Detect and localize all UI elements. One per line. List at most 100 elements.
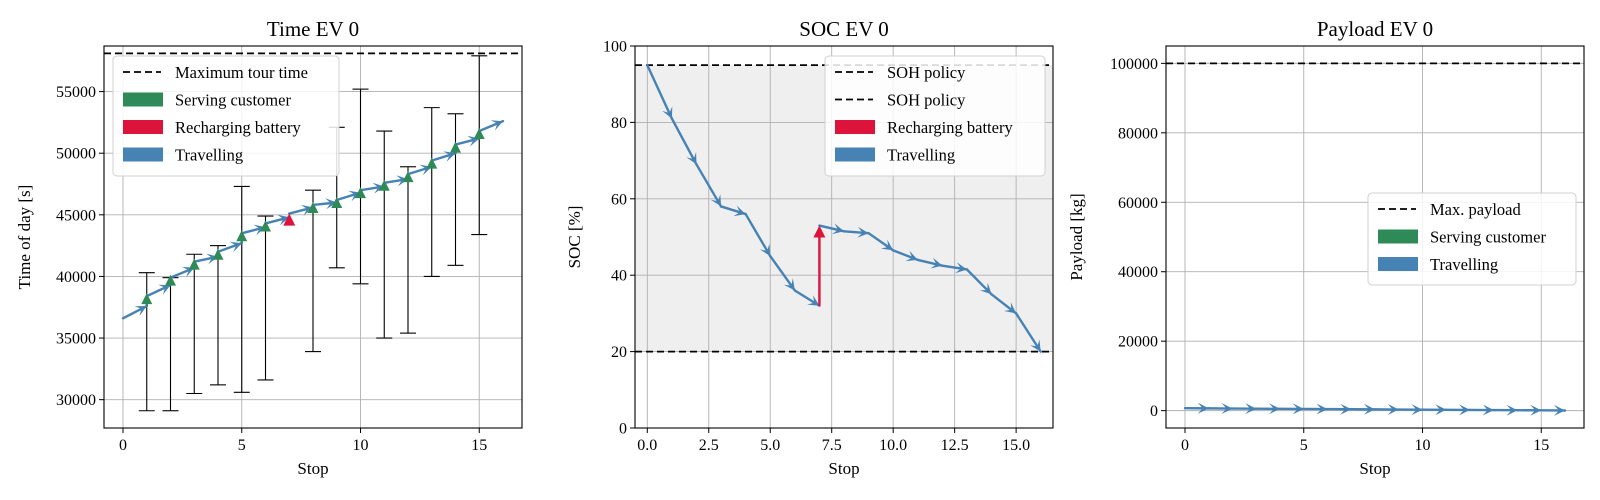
x-tick-label: 5 [238,437,246,454]
y-axis-label: SOC [%] [565,206,584,269]
legend-label: Max. payload [1430,200,1521,219]
serving-arrow-head [236,230,248,242]
chart-title: Time EV 0 [267,17,359,41]
travel-arrow-head [1030,339,1041,352]
x-tick-label: 10.0 [879,437,907,454]
travel-arrow-head [1340,403,1352,415]
legend-label: Travelling [1430,255,1498,274]
y-tick-label: 20 [611,344,627,361]
travel-arrow-head [881,239,894,251]
travel-arrow-head [1459,404,1470,416]
y-tick-label: 35000 [56,331,96,348]
travel-arrow-head [857,226,869,238]
recharge-arrow-head [283,213,296,226]
travel-arrow-head [277,214,290,226]
travel-arrow-head [1387,404,1399,415]
serving-arrow-head [307,201,319,213]
x-axis-label: Stop [1359,459,1390,478]
travel-arrow-head [784,278,795,291]
travel-arrow-head [1530,404,1542,416]
y-tick-label: 60000 [1118,195,1158,212]
y-axis-label: Payload [kg] [1067,193,1086,280]
serving-arrow-head [212,248,224,260]
x-tick-label: 10 [353,437,369,454]
y-tick-label: 100000 [1110,56,1158,73]
travel-arrow [670,117,698,166]
travel-arrow-head [1197,402,1209,414]
y-tick-label: 40 [611,268,627,285]
legend-swatch-serve [123,92,163,107]
travel-arrow-head [1245,403,1257,415]
legend-box [824,55,1046,177]
y-tick-label: 60 [611,191,627,208]
serving-arrow-head [355,187,366,199]
travel-arrow-head [229,241,242,253]
travel-arrow-head [955,262,967,274]
legend-swatch-serve [1378,229,1418,244]
serving-arrow-head [165,274,176,286]
travel-arrow [744,212,772,258]
x-tick-label: 0 [1181,437,1189,454]
chart-title: SOC EV 0 [799,17,888,41]
x-tick-label: 2.5 [699,437,719,454]
travel-arrow-head [1506,404,1518,416]
plot-area [104,46,522,428]
axes-frame [1165,45,1585,429]
y-tick-label: 55000 [56,84,96,101]
y-tick-label: 0 [1150,403,1158,420]
y-tick-label: 50000 [56,146,96,163]
travel-arrow-head [807,295,820,306]
x-tick-label: 7.5 [822,437,842,454]
travel-arrow-head [1316,403,1328,415]
travel-arrow-head [710,194,722,207]
axes-frame [634,45,1054,429]
serving-arrow-head [141,293,153,305]
serving-arrow-head [450,141,461,153]
legend-label: Serving customer [1430,228,1546,247]
travel-arrow-head [905,250,918,262]
y-tick-label: 100 [603,39,627,56]
chart-title: Payload EV 0 [1317,17,1433,41]
x-tick-label: 0.0 [637,437,657,454]
y-tick-label: 0 [619,421,627,438]
legend: Maximum tour time Serving customer Recharg… [112,55,340,177]
travel-arrow-head [490,120,503,131]
recharge-arrow-head [813,225,826,238]
x-tick-label: 5.0 [760,437,780,454]
time-chart: 0 5 10 15 30000 35000 40000 45000 50000 55000 Time… [15,17,523,478]
travel-arrow-head [301,204,313,216]
x-tick-label: 10 [1415,437,1431,454]
legend-box [112,55,340,177]
plot-area [1166,46,1584,428]
travel-arrow-head [1221,403,1233,414]
x-tick-label: 12.5 [941,437,969,454]
x-axis-label: Stop [828,459,859,478]
legend-label: Travelling [175,146,243,165]
travel-arrow-head [1411,404,1423,416]
travel-arrow-head [930,257,943,269]
travel-arrow [695,163,723,208]
travel-arrow-head [1364,403,1375,415]
soc-chart: 0.0 2.5 5.0 7.5 10.0 12.5 15.0 0 20 40 60 80 100 SOC … [565,17,1054,478]
travel-arrow [646,63,674,120]
legend-label: Recharging battery [887,118,1013,137]
serving-arrow-head [188,258,200,270]
serving-arrow-head [473,128,485,140]
travel-arrow-head [372,182,385,194]
serving-arrow-head [260,220,271,232]
travel-arrow-head [1554,404,1565,416]
travel-arrow-head [686,152,697,165]
travel-arrow-head [1482,404,1494,416]
y-tick-label: 80000 [1118,125,1158,142]
travel-arrow-head [979,282,992,295]
travel-arrow-head [733,205,746,217]
y-axis-label: Time of day [s] [15,185,34,290]
travel-arrow-head [134,306,147,316]
legend-label: SOH policy [887,91,966,110]
legend: Max. payload Serving customer Travelling [1367,192,1577,286]
serving-arrow-head [426,157,438,169]
travel-arrow-head [1004,302,1017,314]
x-tick-label: 5 [1300,437,1308,454]
legend-swatch-travel [835,147,875,162]
